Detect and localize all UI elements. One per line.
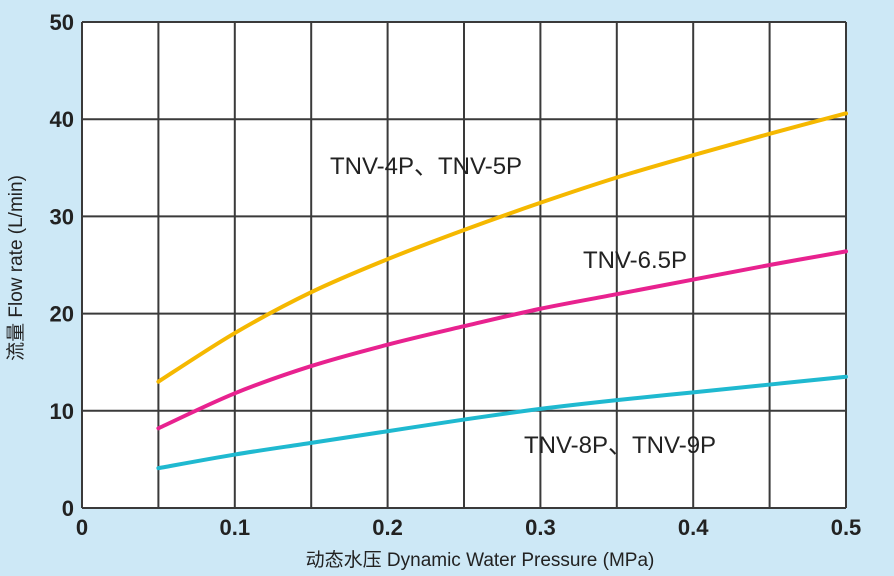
series-lines <box>156 111 848 471</box>
series-labels: TNV-4P、TNV-5P TNV-6.5P TNV-8P、TNV-9P <box>330 153 716 459</box>
y-tick-label: 50 <box>50 10 74 35</box>
x-tick-label: 0.5 <box>831 515 862 540</box>
x-tick-labels: 0 0.1 0.2 0.3 0.4 0.5 <box>76 515 861 540</box>
x-tick-label: 0 <box>76 515 88 540</box>
y-axis-title: 流量 Flow rate (L/min) <box>5 175 27 361</box>
y-tick-label: 10 <box>50 399 74 424</box>
series-line <box>156 374 848 471</box>
series-label: TNV-4P、TNV-5P <box>330 153 522 180</box>
series-label: TNV-6.5P <box>583 247 687 274</box>
x-tick-label: 0.1 <box>220 515 251 540</box>
y-tick-label: 30 <box>50 204 74 229</box>
x-tick-label: 0.3 <box>525 515 556 540</box>
series-label: TNV-8P、TNV-9P <box>524 432 716 459</box>
x-tick-label: 0.2 <box>372 515 403 540</box>
y-tick-label: 40 <box>50 107 74 132</box>
y-tick-label: 20 <box>50 302 74 327</box>
y-tick-label: 0 <box>62 496 74 521</box>
x-tick-label: 0.4 <box>678 515 709 540</box>
y-tick-labels: 0 10 20 30 40 50 <box>50 10 74 521</box>
x-axis-title: 动态水压 Dynamic Water Pressure (MPa) <box>306 549 655 571</box>
series-line <box>156 249 848 431</box>
series-line <box>156 111 848 384</box>
